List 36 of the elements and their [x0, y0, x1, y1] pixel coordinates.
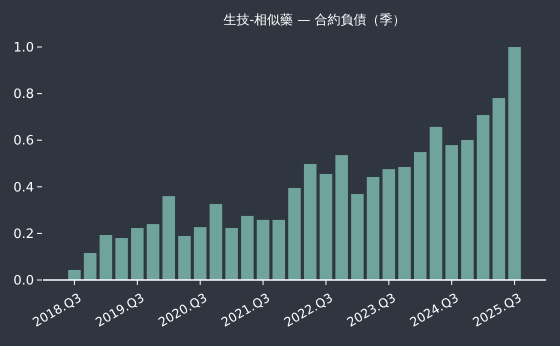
bar — [476, 115, 490, 280]
chart-title: 生技-相似藥 — 合約負債（季） — [224, 13, 406, 28]
bar — [508, 47, 521, 280]
y-tick-label: 0.4 — [13, 180, 34, 196]
bar — [225, 228, 238, 280]
bar — [241, 216, 254, 280]
bar — [84, 252, 96, 280]
bar — [162, 196, 176, 280]
bar — [100, 235, 112, 280]
bar — [382, 169, 396, 280]
bar — [335, 155, 348, 280]
bar — [461, 140, 474, 280]
bar — [414, 152, 427, 280]
bar — [288, 188, 301, 280]
y-tick-label: 0.2 — [13, 226, 34, 242]
bar — [194, 227, 206, 280]
bar — [210, 204, 222, 280]
bar — [304, 164, 317, 280]
bar — [256, 220, 270, 280]
bar — [115, 238, 128, 280]
bar — [272, 220, 286, 280]
y-tick-label: 0.6 — [13, 134, 34, 149]
bar — [366, 177, 380, 280]
y-tick-label: 0.0 — [13, 274, 34, 288]
bar — [146, 224, 160, 280]
bar — [131, 228, 144, 280]
y-tick-label: 0.8 — [13, 87, 34, 102]
bar — [320, 174, 332, 280]
bar — [430, 126, 442, 280]
bar — [178, 236, 191, 280]
bar — [445, 145, 458, 280]
y-tick-label: 1.0 — [13, 40, 34, 56]
bar — [492, 98, 506, 280]
bar — [351, 194, 364, 280]
bar — [398, 166, 411, 280]
bar — [68, 270, 81, 280]
